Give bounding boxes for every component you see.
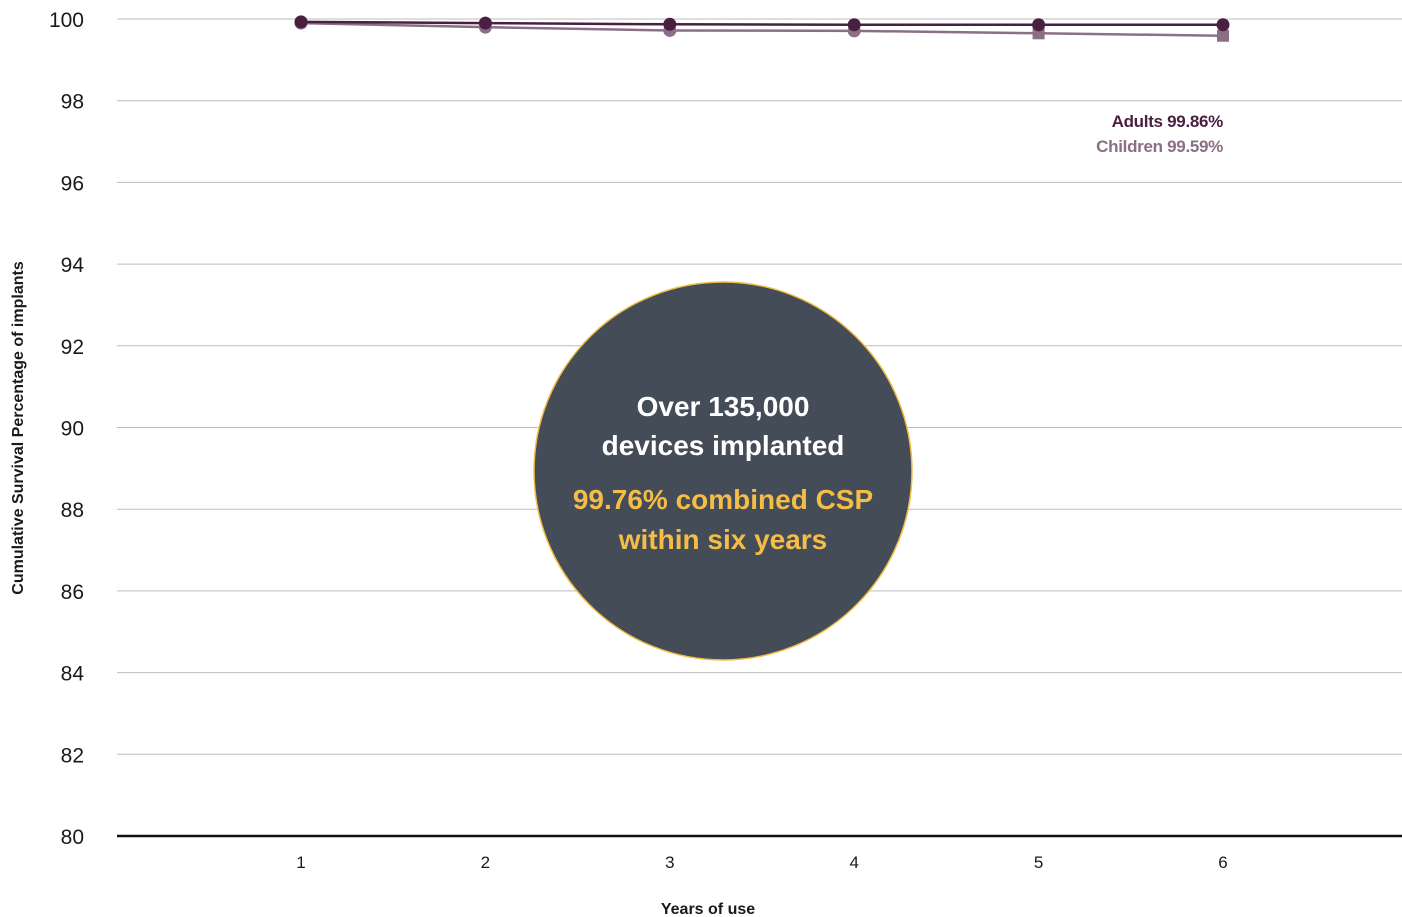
adults-line xyxy=(300,20,1223,26)
summary-badge: Over 135,000 devices implanted 99.76% co… xyxy=(533,281,913,661)
y-tick-label: 90 xyxy=(61,418,84,441)
x-axis-label: Years of use xyxy=(661,901,755,917)
y-tick-label: 82 xyxy=(61,744,84,767)
y-tick-label: 84 xyxy=(61,663,85,686)
series-lines xyxy=(294,15,1230,42)
x-tick-label: 4 xyxy=(849,853,858,872)
y-tick-label: 88 xyxy=(61,499,84,522)
adults-point xyxy=(478,16,492,30)
adults-point xyxy=(1216,18,1230,32)
y-axis-label: Cumulative Survival Percentage of implan… xyxy=(10,261,27,595)
y-tick-label: 92 xyxy=(61,336,84,359)
y-tick-label: 80 xyxy=(61,826,84,849)
badge-csp-caption: within six years xyxy=(618,524,828,555)
y-axis-ticks: 80 82 84 86 88 90 92 94 96 98 100 xyxy=(49,9,84,849)
children-end-label: Children 99.59% xyxy=(1096,137,1223,156)
x-tick-label: 2 xyxy=(481,853,490,872)
y-tick-label: 98 xyxy=(61,91,84,114)
adults-point xyxy=(663,17,677,31)
y-tick-label: 96 xyxy=(61,172,84,195)
x-tick-label: 3 xyxy=(665,853,674,872)
x-axis-ticks: 1 2 3 4 5 6 xyxy=(296,853,1227,872)
series-end-labels: Adults 99.86% Children 99.59% xyxy=(1096,112,1223,156)
adults-series xyxy=(294,15,1230,32)
badge-devices-count: Over 135,000 xyxy=(637,391,810,422)
children-line xyxy=(300,21,1224,37)
adults-end-label: Adults 99.86% xyxy=(1112,112,1224,131)
badge-devices-caption: devices implanted xyxy=(602,430,845,461)
x-tick-label: 1 xyxy=(296,853,305,872)
badge-csp-value: 99.76% combined CSP xyxy=(573,484,873,515)
adults-point xyxy=(294,15,308,29)
children-point xyxy=(1217,29,1229,42)
summary-badge-circle xyxy=(533,281,913,661)
x-tick-label: 5 xyxy=(1034,853,1043,872)
adults-point xyxy=(1032,18,1046,32)
adults-point xyxy=(847,18,861,32)
y-tick-label: 94 xyxy=(61,254,85,277)
x-tick-label: 6 xyxy=(1218,853,1227,872)
children-series xyxy=(294,16,1229,42)
y-tick-label: 86 xyxy=(61,581,84,604)
y-tick-label: 100 xyxy=(49,9,84,32)
